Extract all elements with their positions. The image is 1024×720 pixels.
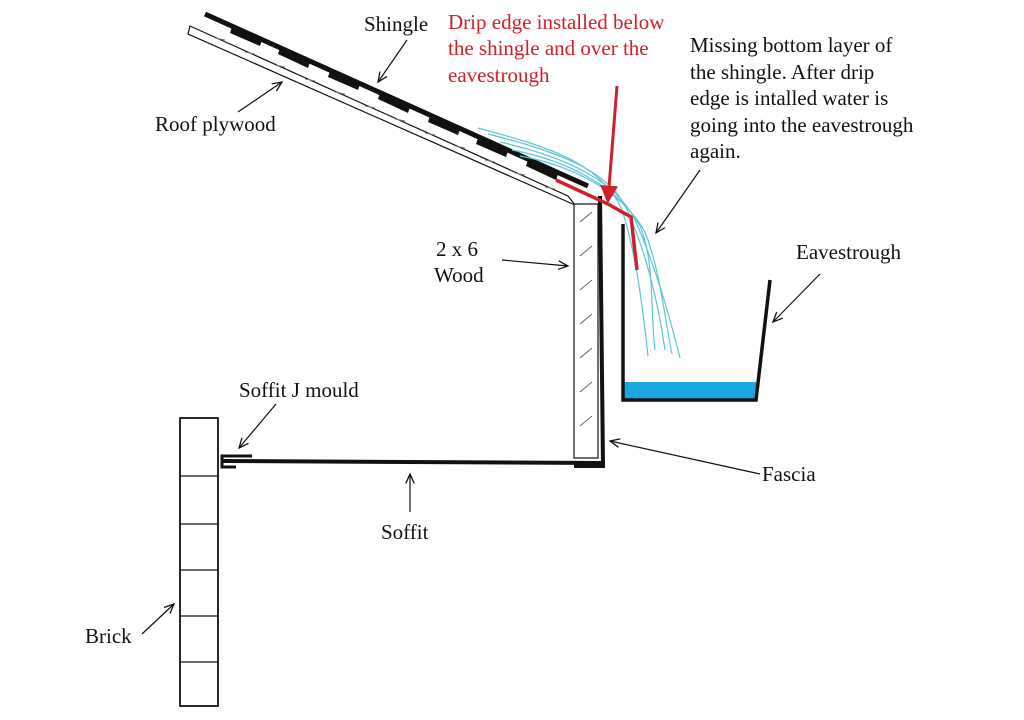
fascia [574,195,606,468]
roof-plywood [187,25,576,206]
label-arrows [141,39,821,635]
wood-2x6 [573,203,599,459]
label-missing-layer: Missing bottom layer of the shingle. Aft… [690,33,919,163]
label-fascia: Fascia [762,462,816,486]
drip-edge [555,178,639,271]
soffit-j-mould [220,454,252,469]
eavestrough [621,224,772,402]
soffit [221,459,604,465]
label-wood: 2 x 6 Wood [434,237,484,287]
brick-wall [179,417,219,707]
label-soffit: Soffit [381,520,429,544]
label-roof-plywood: Roof plywood [155,112,276,136]
drip-edge-arrow [600,85,619,204]
label-brick: Brick [85,624,132,648]
label-eavestrough: Eavestrough [796,240,901,264]
label-shingle: Shingle [364,12,428,36]
label-soffit-j-mould: Soffit J mould [239,378,359,402]
label-drip-edge: Drip edge installed below the shingle an… [448,10,670,87]
